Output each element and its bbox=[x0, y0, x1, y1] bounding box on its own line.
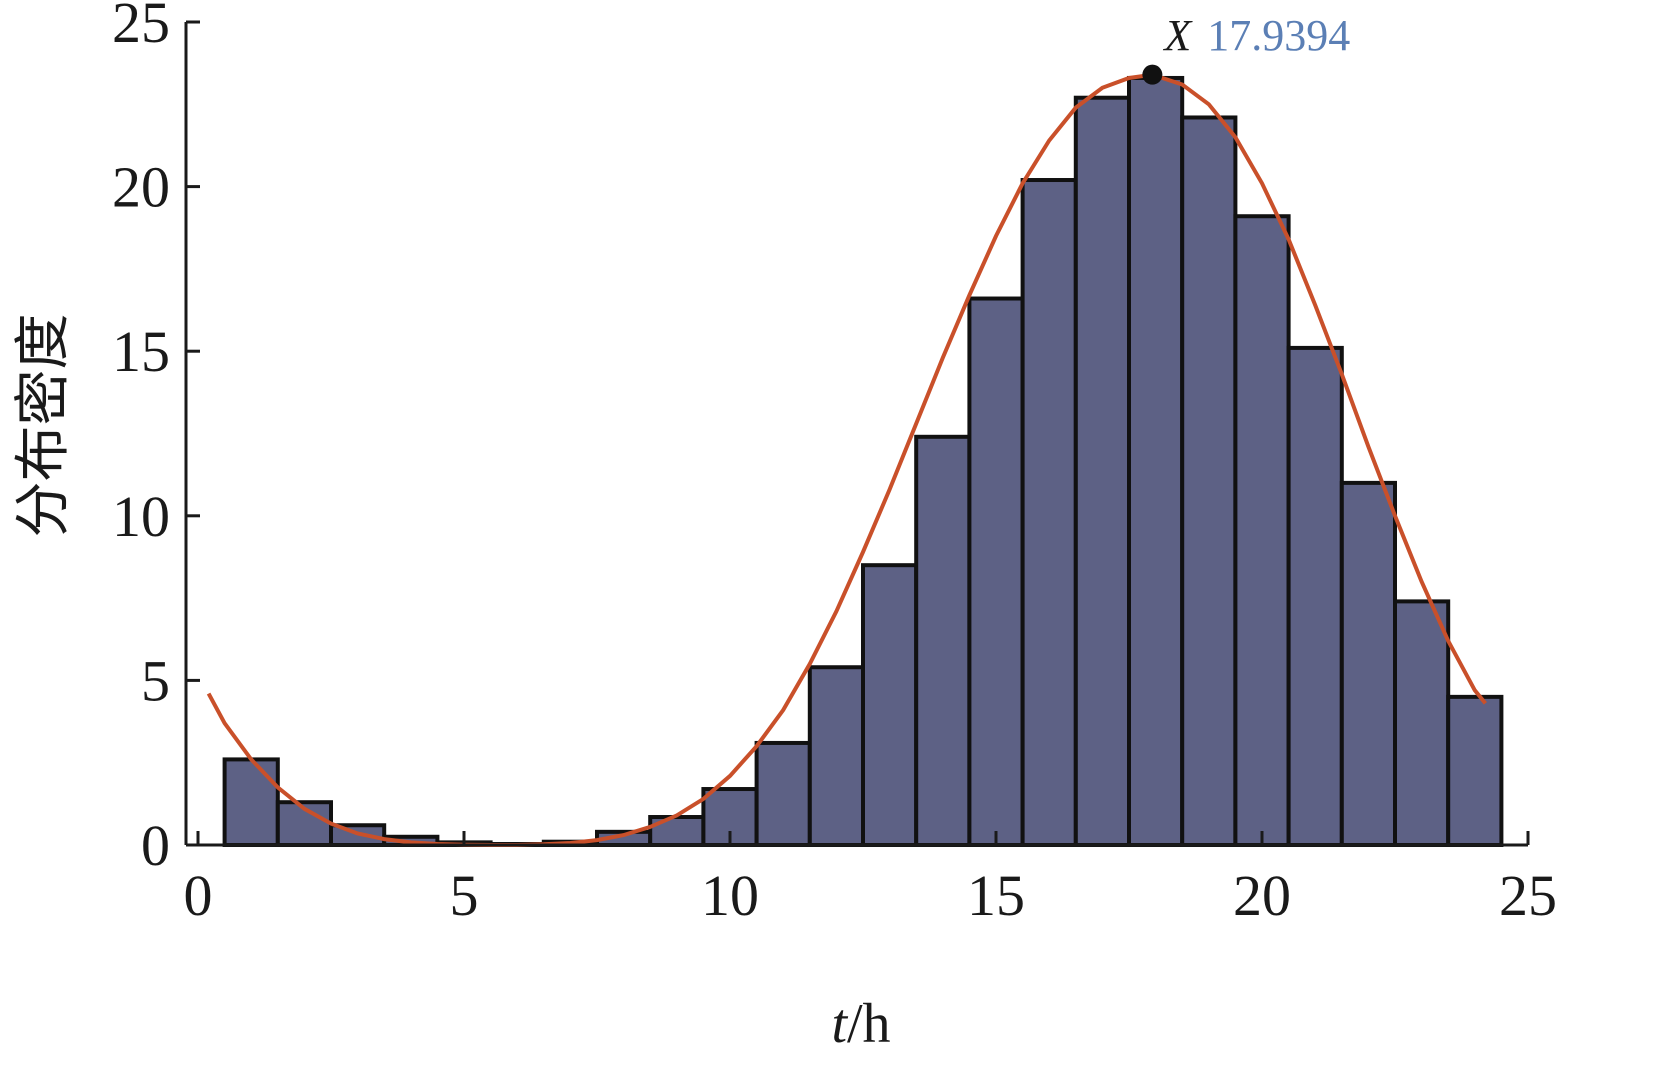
histogram-bar-13 bbox=[861, 563, 919, 847]
y-tick-label-25: 25 bbox=[112, 0, 170, 55]
histogram-bars bbox=[222, 75, 1504, 848]
x-tick-label-5: 5 bbox=[450, 863, 479, 928]
peak-annotation-letter: X bbox=[1162, 11, 1193, 60]
y-tick-label-10: 10 bbox=[112, 484, 170, 549]
x-axis-title-var: t bbox=[831, 993, 848, 1055]
histogram-bar-21 bbox=[1286, 345, 1344, 847]
y-tick-label-20: 20 bbox=[112, 155, 170, 220]
histogram-bar-9 bbox=[648, 815, 706, 848]
y-tick-label-0: 0 bbox=[141, 813, 170, 878]
peak-marker bbox=[1142, 64, 1163, 85]
x-tick-label-15: 15 bbox=[967, 863, 1025, 928]
histogram-bar-23 bbox=[1393, 599, 1451, 848]
y-axis-ticks: 0 5 10 15 20 25 bbox=[112, 0, 200, 878]
histogram-bar-12 bbox=[807, 665, 865, 847]
histogram-bar-15 bbox=[967, 296, 1025, 847]
y-tick-label-5: 5 bbox=[141, 648, 170, 713]
x-tick-label-20: 20 bbox=[1233, 863, 1291, 928]
histogram-bar-16 bbox=[1020, 178, 1078, 848]
axes bbox=[184, 22, 1528, 847]
fit-curve-line bbox=[206, 72, 1487, 847]
x-axis-title: t/h bbox=[831, 993, 890, 1055]
histogram-bar-24 bbox=[1446, 694, 1504, 847]
x-tick-label-0: 0 bbox=[184, 863, 213, 928]
y-tick-label-15: 15 bbox=[112, 319, 170, 384]
histogram-bar-17 bbox=[1073, 95, 1132, 847]
x-axis-ticks: 0 5 10 15 20 25 bbox=[184, 831, 1557, 928]
peak-annotation: X 17.9394 bbox=[1162, 11, 1350, 60]
histogram-bar-22 bbox=[1339, 480, 1398, 847]
histogram-bar-20 bbox=[1233, 214, 1291, 847]
x-axis-title-unit: /h bbox=[847, 993, 891, 1055]
histogram-bar-11 bbox=[754, 740, 812, 847]
x-tick-label-10: 10 bbox=[701, 863, 759, 928]
y-axis-title: 分布密度 bbox=[13, 314, 75, 538]
histogram-bar-19 bbox=[1180, 115, 1238, 847]
histogram-bar-18 bbox=[1127, 75, 1185, 848]
x-tick-label-25: 25 bbox=[1499, 863, 1557, 928]
peak-annotation-value: 17.9394 bbox=[1207, 11, 1350, 60]
histogram-bar-1 bbox=[222, 757, 280, 848]
histogram-bar-14 bbox=[914, 434, 972, 847]
